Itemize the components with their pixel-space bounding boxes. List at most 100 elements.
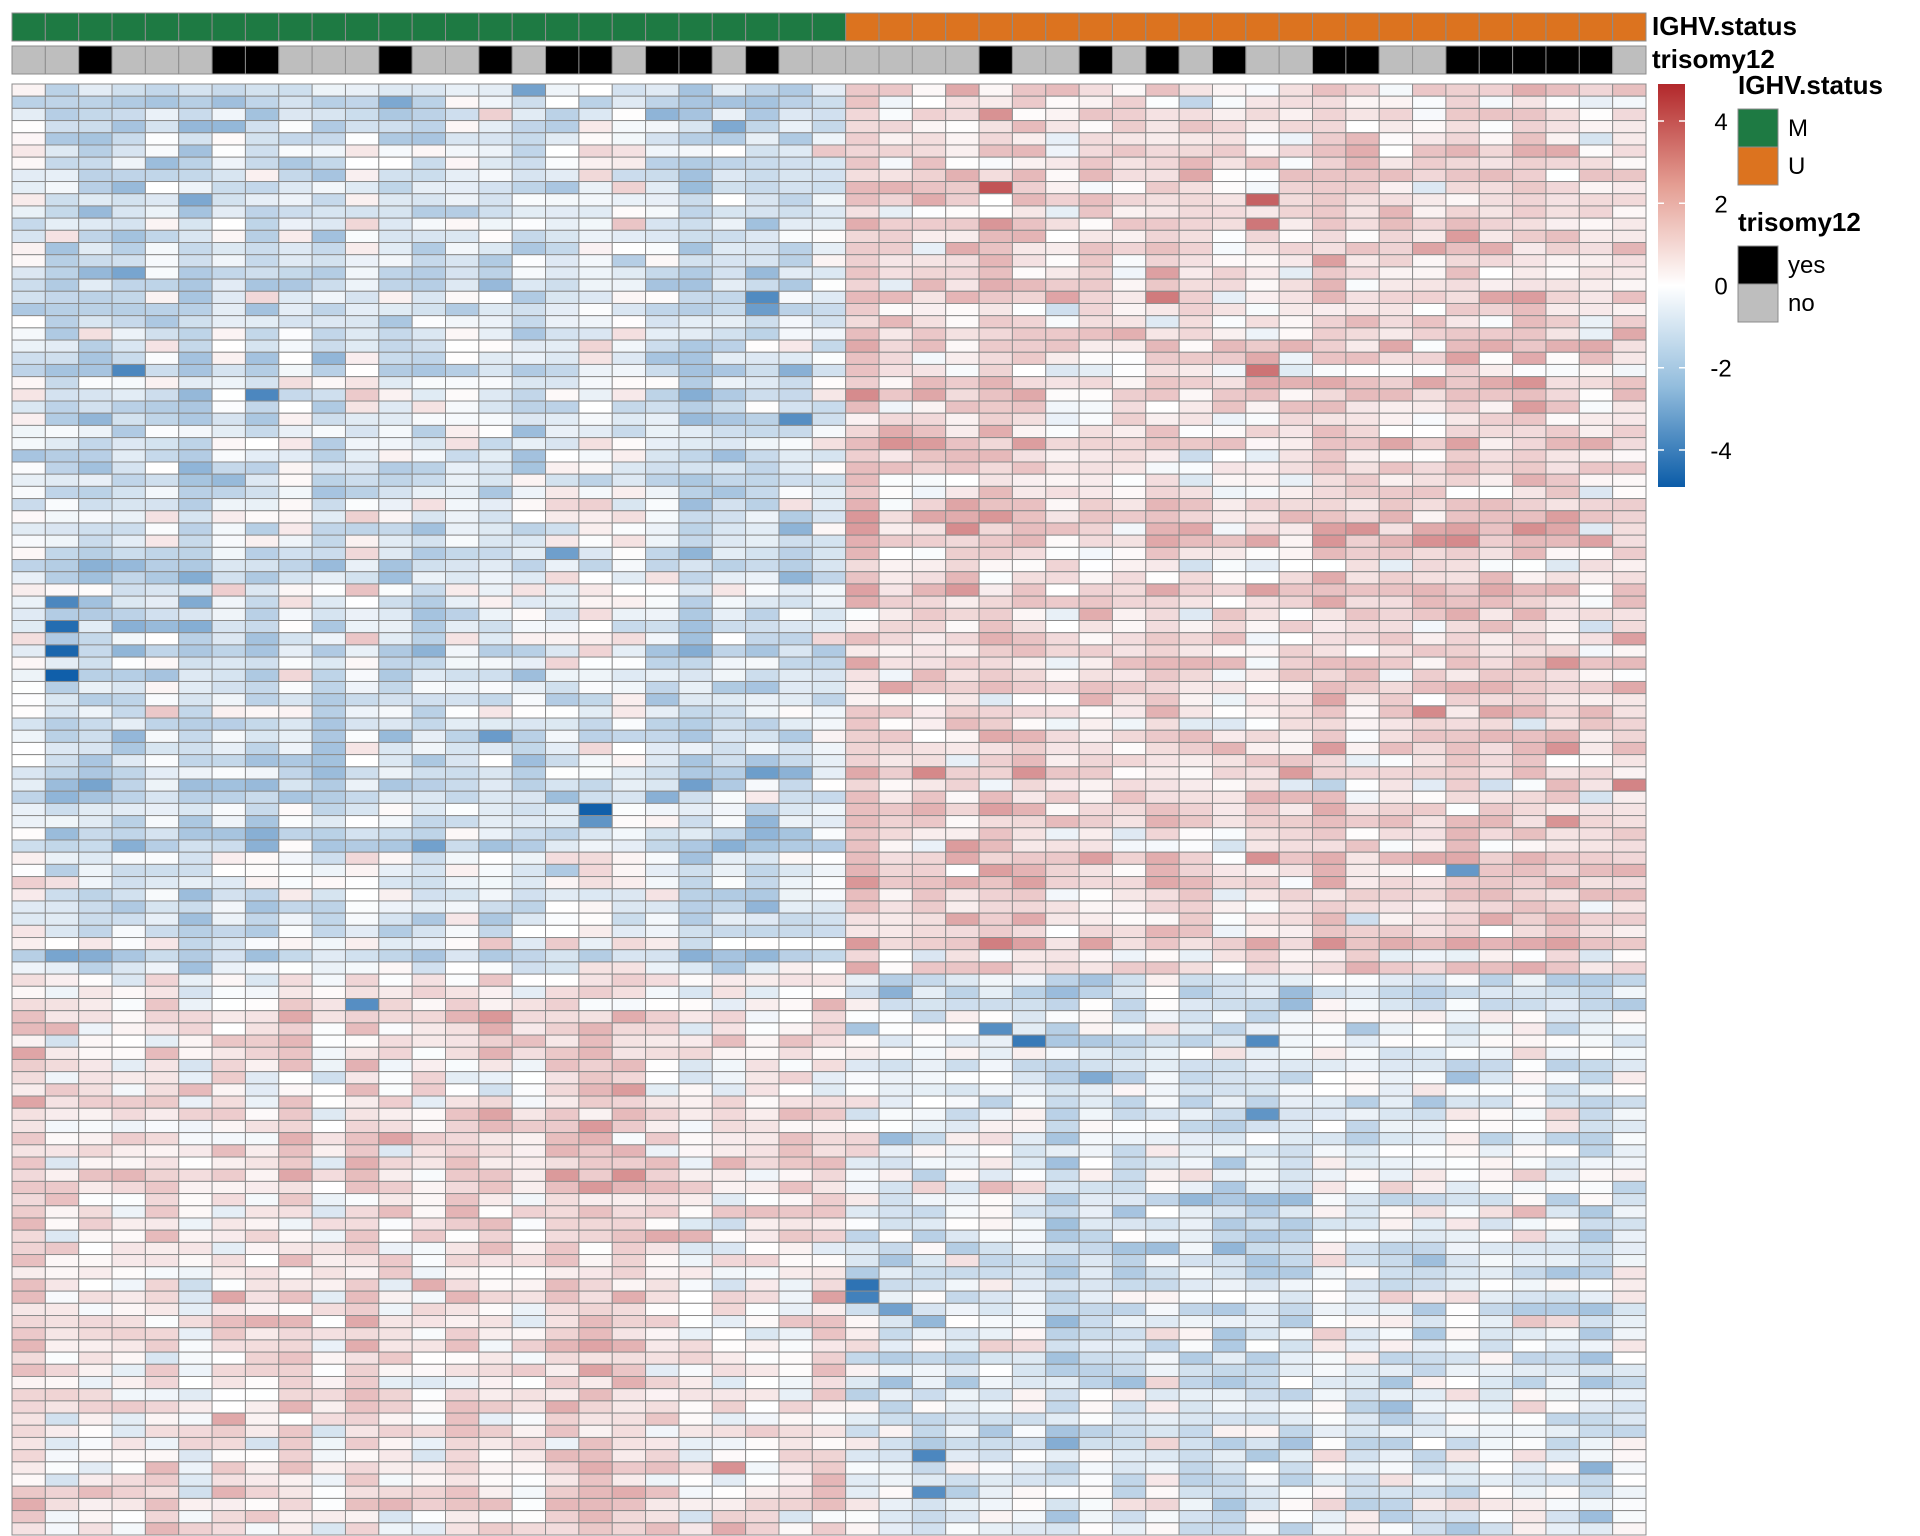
heatmap-cell	[645, 290, 680, 304]
heatmap-cell	[378, 181, 413, 195]
heatmap-cell	[278, 1241, 313, 1256]
heatmap-cell	[1412, 156, 1447, 170]
heatmap-cell	[811, 888, 847, 902]
heatmap-cell	[111, 961, 146, 975]
heatmap-cell	[645, 790, 680, 804]
heatmap-cell	[711, 668, 747, 682]
heatmap-cell	[411, 1010, 447, 1024]
heatmap-cell	[1612, 607, 1647, 621]
heatmap-cell	[1011, 985, 1047, 999]
heatmap-cell	[778, 144, 813, 158]
heatmap-cell	[1045, 888, 1080, 902]
heatmap-cell	[244, 729, 280, 743]
heatmap-cell	[378, 205, 413, 219]
heatmap-cell	[111, 1229, 146, 1243]
heatmap-cell	[978, 1241, 1013, 1256]
heatmap-cell	[578, 1071, 613, 1085]
heatmap-cell	[1111, 546, 1147, 561]
heatmap-cell	[344, 973, 380, 987]
heatmap-cell	[1312, 1010, 1347, 1024]
heatmap-cell	[411, 510, 447, 524]
heatmap-cell	[1545, 315, 1580, 329]
heatmap-cell	[811, 1266, 847, 1280]
heatmap-cell	[478, 1034, 513, 1048]
heatmap-cell	[1445, 815, 1480, 829]
heatmap-cell	[611, 485, 647, 500]
heatmap-cell	[1011, 1034, 1047, 1048]
heatmap-cell	[1211, 863, 1247, 878]
heatmap-cell	[845, 876, 880, 890]
heatmap-cell	[78, 193, 113, 207]
heatmap-cell	[1078, 656, 1113, 670]
heatmap-cell	[111, 156, 146, 170]
heatmap-cell	[578, 290, 613, 304]
heatmap-cell	[545, 1046, 580, 1060]
heatmap-cell	[445, 620, 480, 634]
heatmap-cell	[1211, 95, 1247, 109]
heatmap-cell	[811, 851, 847, 865]
heatmap-cell	[178, 1022, 213, 1036]
heatmap-cell	[1145, 1217, 1180, 1231]
heatmap-cell	[44, 1144, 80, 1158]
heatmap-cell	[211, 156, 246, 170]
heatmap-cell	[378, 985, 413, 999]
heatmap-cell	[945, 522, 980, 536]
heatmap-cell	[811, 351, 847, 365]
heatmap-cell	[711, 595, 747, 609]
heatmap-cell	[578, 1107, 613, 1121]
heatmap-cell	[511, 1266, 547, 1280]
heatmap-cell	[1211, 388, 1247, 402]
heatmap-cell	[878, 693, 913, 707]
heatmap-cell	[1412, 1254, 1447, 1268]
heatmap-cell	[1178, 1266, 1213, 1280]
heatmap-cell	[1345, 1107, 1380, 1121]
heatmap-cell	[845, 754, 880, 768]
heatmap-cell	[711, 705, 747, 719]
heatmap-cell	[1378, 729, 1414, 743]
heatmap-cell	[244, 595, 280, 609]
heatmap-cell	[1545, 839, 1580, 853]
heatmap-cell	[878, 815, 913, 829]
heatmap-cell	[1312, 193, 1347, 207]
heatmap-cell	[1345, 1119, 1380, 1134]
heatmap-cell	[378, 412, 413, 426]
heatmap-cell	[678, 741, 713, 756]
heatmap-cell	[1545, 863, 1580, 878]
heatmap-cell	[778, 937, 813, 951]
heatmap-cell	[411, 571, 447, 585]
heatmap-cell	[1011, 656, 1047, 670]
heatmap-cell	[1278, 693, 1314, 707]
heatmap-cell	[1312, 534, 1347, 548]
heatmap-cell	[1445, 851, 1480, 865]
heatmap-cell	[244, 973, 280, 987]
heatmap-cell	[1345, 1071, 1380, 1085]
heatmap-cell	[1612, 1168, 1647, 1182]
heatmap-cell	[645, 156, 680, 170]
heatmap-cell	[411, 815, 447, 829]
heatmap-cell	[678, 1022, 713, 1036]
heatmap-cell	[745, 924, 780, 939]
heatmap-cell	[144, 754, 180, 768]
heatmap-cell	[1211, 1254, 1247, 1268]
heatmap-cell	[11, 912, 46, 926]
heatmap-cell	[1412, 1095, 1447, 1109]
heatmap-cell	[645, 1144, 680, 1158]
heatmap-cell	[1111, 351, 1147, 365]
heatmap-cell	[1478, 449, 1514, 463]
heatmap-cell	[1345, 888, 1380, 902]
heatmap-cell	[111, 876, 146, 890]
annotation-cell-IGHV.status	[111, 12, 146, 42]
heatmap-cell	[678, 278, 713, 292]
heatmap-cell	[978, 546, 1013, 561]
heatmap-cell	[645, 1034, 680, 1048]
heatmap-cell	[645, 1010, 680, 1024]
heatmap-cell	[1111, 863, 1147, 878]
heatmap-cell	[278, 327, 313, 341]
heatmap-cell	[311, 217, 346, 231]
heatmap-cell	[645, 559, 680, 573]
heatmap-cell	[411, 376, 447, 390]
annotation-cell-trisomy12	[1245, 45, 1280, 75]
heatmap-cell	[1278, 254, 1314, 268]
heatmap-cell	[1145, 388, 1180, 402]
annotation-cell-trisomy12	[1345, 45, 1380, 75]
